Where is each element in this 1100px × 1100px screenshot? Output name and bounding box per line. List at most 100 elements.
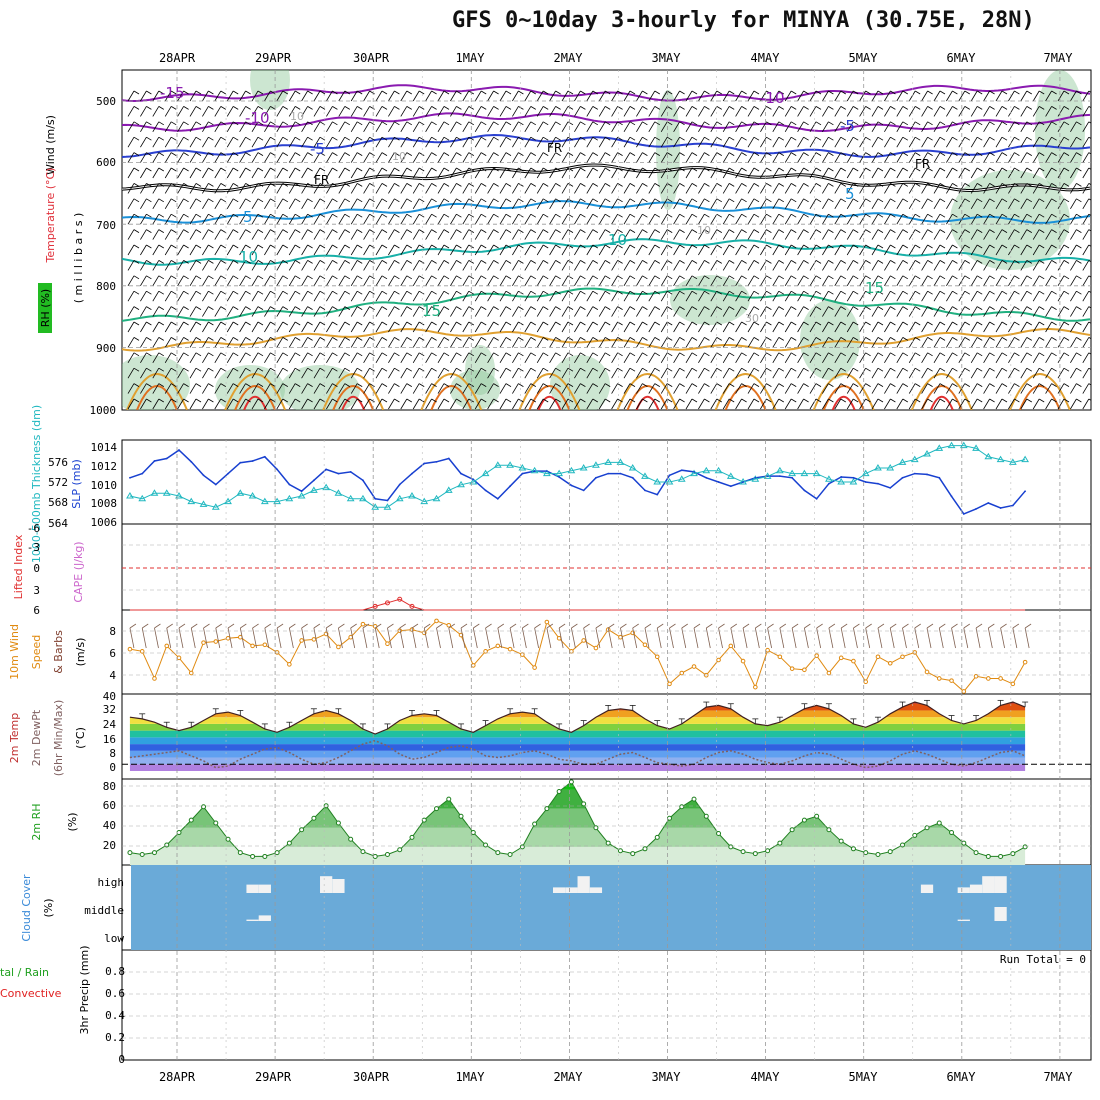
wind-barb-shaft (958, 167, 966, 179)
wind-barb (1057, 383, 1070, 394)
wind-barb-shaft (983, 198, 990, 210)
wind-barb (598, 275, 611, 287)
wind-barb (834, 352, 847, 364)
wind-barb (350, 198, 363, 210)
wind-barb-shaft (933, 321, 941, 333)
wind-barb-shaft (251, 152, 259, 163)
wind-barb-shaft (301, 290, 308, 302)
wind-barb (561, 398, 574, 410)
wind-barb (524, 244, 537, 256)
wind-barb (400, 136, 413, 148)
wind-barb-flag (790, 244, 797, 249)
wind-barb-flag (257, 275, 264, 280)
wind-barb (549, 90, 561, 102)
wind-barb-shaft (276, 398, 284, 410)
wind-barb-flag (766, 275, 772, 280)
wind-barb (747, 136, 760, 148)
wind-barb (1020, 260, 1033, 271)
wind-barb (760, 367, 772, 379)
wind-barb-shaft (301, 198, 308, 210)
wind-barb-flag (431, 260, 437, 264)
wind-barb (301, 244, 313, 256)
wind-barb (1057, 90, 1070, 102)
wind-barb (202, 152, 214, 163)
wind-barb-shaft (1082, 152, 1090, 163)
wind-barb (412, 183, 425, 194)
wind-barb (995, 290, 1008, 302)
wind-barb-shaft (326, 183, 333, 194)
wind-barb (623, 229, 636, 240)
wind-barb-shaft (685, 229, 693, 240)
wind-barb (152, 136, 165, 148)
wind-barb (648, 229, 661, 240)
wind-barb-flag (642, 167, 648, 172)
wind-barb (660, 244, 673, 256)
wind-barb (698, 136, 710, 148)
wind-barb-shaft (871, 275, 879, 287)
wind-barb-shaft (983, 121, 990, 133)
wind-barb-flag (369, 352, 375, 357)
wind-barb (350, 183, 363, 194)
wind-barb-flag (418, 90, 425, 95)
wind-barb-flag (270, 367, 276, 372)
wind-barb-shaft (512, 275, 519, 287)
wind-barb-flag (530, 290, 537, 295)
wind-barb-shaft (338, 367, 346, 379)
wind-barb-shaft (301, 306, 308, 317)
wind-barb-flag (406, 121, 413, 126)
wind-barb-shaft (375, 321, 383, 333)
wind-barb-shaft (202, 229, 209, 240)
wind-barb (1082, 136, 1091, 148)
wind-barb-flag (369, 383, 375, 387)
wind-barb (1070, 121, 1082, 133)
wind-barb (226, 121, 239, 133)
wind-barb-flag (443, 229, 450, 233)
wind-barb-shaft (586, 398, 594, 410)
wind-barb-flag (604, 367, 611, 372)
wind-barb (859, 337, 871, 348)
wind-barb-shaft (1020, 244, 1028, 256)
wind-barb-flag (803, 367, 809, 372)
wind-barb-shaft (1020, 367, 1028, 379)
wind-barb (437, 337, 450, 348)
wind-barb-shaft (1020, 121, 1028, 133)
wind-barb (499, 306, 512, 317)
wind-barb (908, 121, 921, 133)
wind-barb (536, 152, 549, 163)
wind-barb-shaft (685, 198, 693, 210)
wind-barb-flag (443, 152, 450, 156)
wind-barb-shaft (1070, 198, 1077, 210)
wind-barb (363, 106, 375, 117)
wind-barb-flag (642, 367, 648, 372)
wind-barb-shaft (611, 90, 618, 102)
wind-barb (549, 121, 561, 133)
wind-barb-flag (245, 90, 251, 95)
wind-barb (574, 383, 586, 394)
wind-barb-flag (567, 337, 574, 341)
wind-barb (350, 136, 363, 148)
wind-barb (983, 152, 995, 163)
wind-barb-shaft (1070, 337, 1077, 348)
wind-barb-shaft (933, 244, 941, 256)
wind-barb (784, 290, 797, 302)
wind-barb-flag (332, 337, 338, 341)
wind-barb-flag (282, 213, 289, 218)
wind-barb-flag (518, 136, 524, 141)
wind-barb (747, 367, 760, 379)
wind-barb-shaft (251, 136, 259, 148)
wind-barb-shaft (524, 121, 532, 133)
wind-barb-flag (344, 321, 351, 326)
wind-barb-flag (208, 260, 214, 264)
wind-barb (921, 306, 933, 317)
wind-barb-flag (468, 275, 475, 280)
wind-barb (177, 260, 189, 271)
wind-barb-shaft (1032, 121, 1040, 133)
wind-barb (636, 121, 648, 133)
wind-barb-shaft (908, 90, 916, 102)
wind-barb (326, 337, 338, 348)
wind-barb-shaft (561, 290, 569, 302)
wind-barb (958, 167, 971, 179)
wind-barb (698, 106, 710, 117)
wind-barb (363, 183, 375, 194)
